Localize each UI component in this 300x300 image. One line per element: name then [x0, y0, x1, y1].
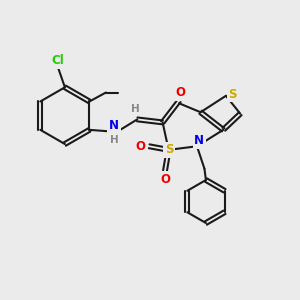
Text: O: O: [136, 140, 146, 153]
Text: H: H: [131, 104, 140, 114]
Text: S: S: [228, 88, 237, 101]
Text: O: O: [176, 86, 185, 99]
Text: S: S: [165, 143, 173, 156]
Text: N: N: [194, 134, 204, 147]
Text: H: H: [110, 135, 118, 145]
Text: Cl: Cl: [51, 54, 64, 67]
Text: O: O: [160, 172, 170, 186]
Text: N: N: [109, 119, 119, 133]
